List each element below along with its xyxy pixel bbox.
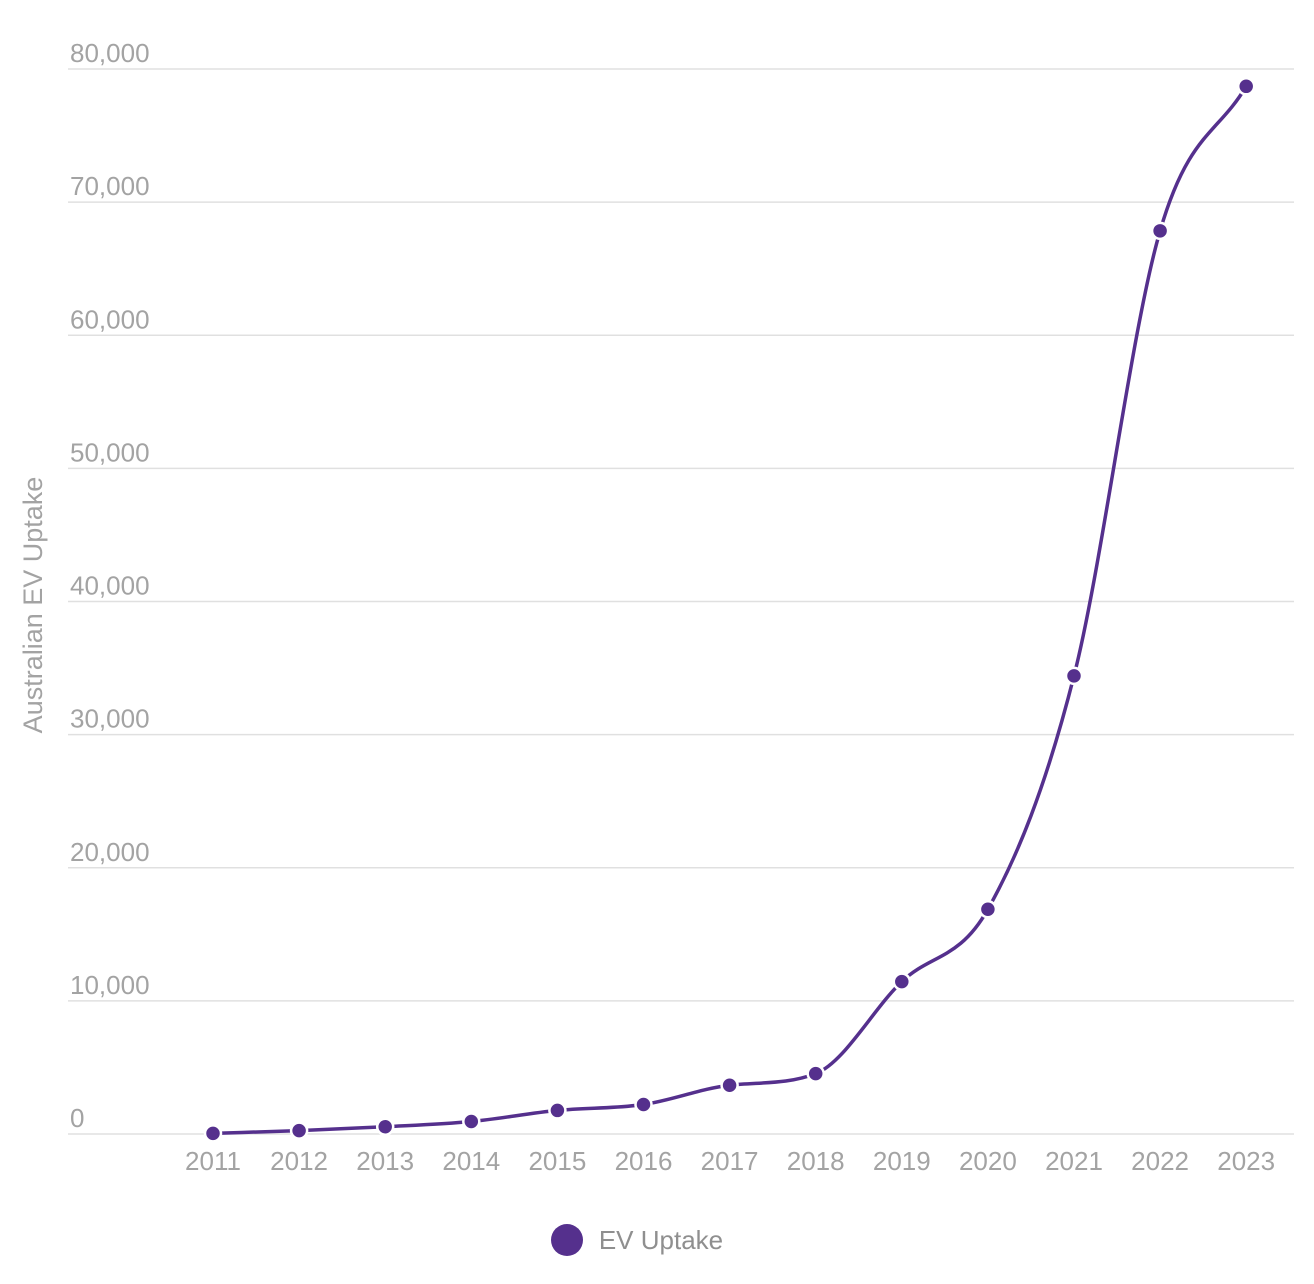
data-point-2022[interactable]: [1150, 221, 1170, 241]
data-point-2014[interactable]: [462, 1112, 481, 1131]
legend-label-ev-uptake: EV Uptake: [598, 1224, 724, 1255]
data-point-2017[interactable]: [720, 1075, 739, 1095]
data-point-2023[interactable]: [1236, 77, 1256, 96]
y-tick-label: 40,000: [70, 571, 150, 601]
series-line-ev-uptake: [212, 85, 1248, 1136]
x-tick-label: 2017: [701, 1146, 759, 1176]
data-point-2011[interactable]: [203, 1124, 223, 1143]
y-tick-label: 10,000: [70, 970, 150, 1000]
y-tick-label: 0: [70, 1103, 84, 1133]
data-point-2016[interactable]: [634, 1095, 653, 1114]
x-tick-label: 2014: [442, 1146, 500, 1176]
gridlines: [68, 68, 1294, 1135]
y-tick-label: 30,000: [70, 704, 150, 734]
x-tick-label: 2019: [873, 1146, 931, 1176]
legend[interactable]: EV Uptake: [0, 1224, 1314, 1256]
y-tick-label: 20,000: [70, 837, 150, 867]
y-axis-ticks: 0 10,000 20,000 30,000 40,000 50,000 60,000 70,…: [70, 38, 150, 1133]
y-tick-label: 50,000: [70, 437, 150, 467]
y-tick-label: 60,000: [70, 304, 150, 334]
data-point-2012[interactable]: [289, 1121, 309, 1140]
x-tick-label: 2011: [185, 1146, 241, 1176]
x-tick-label: 2013: [356, 1146, 414, 1176]
x-tick-label: 2012: [270, 1146, 328, 1176]
data-point-2013[interactable]: [375, 1117, 395, 1137]
data-point-2018[interactable]: [806, 1064, 825, 1083]
x-tick-label: 2016: [615, 1146, 673, 1176]
y-tick-label: 70,000: [70, 171, 150, 201]
legend-swatch-ev-uptake: [550, 1224, 583, 1256]
x-tick-label: 2023: [1217, 1146, 1275, 1176]
data-point-2021[interactable]: [1064, 666, 1084, 686]
x-tick-label: 2021: [1045, 1146, 1103, 1176]
x-tick-label: 2022: [1131, 1146, 1189, 1176]
y-tick-label: 80,000: [70, 38, 150, 68]
data-point-2020[interactable]: [978, 899, 998, 919]
series-layer: [203, 77, 1256, 1143]
x-tick-label: 2020: [959, 1146, 1017, 1176]
data-point-2015[interactable]: [548, 1101, 567, 1120]
x-tick-label: 2018: [787, 1146, 845, 1176]
x-axis-ticks: 2011 2012 2013 2014 2015 2016 2017 2018 2019 2020…: [185, 1146, 1275, 1176]
data-point-2019[interactable]: [892, 972, 912, 991]
y-axis-title: Australian EV Uptake: [18, 477, 48, 734]
x-tick-label: 2015: [528, 1146, 586, 1176]
